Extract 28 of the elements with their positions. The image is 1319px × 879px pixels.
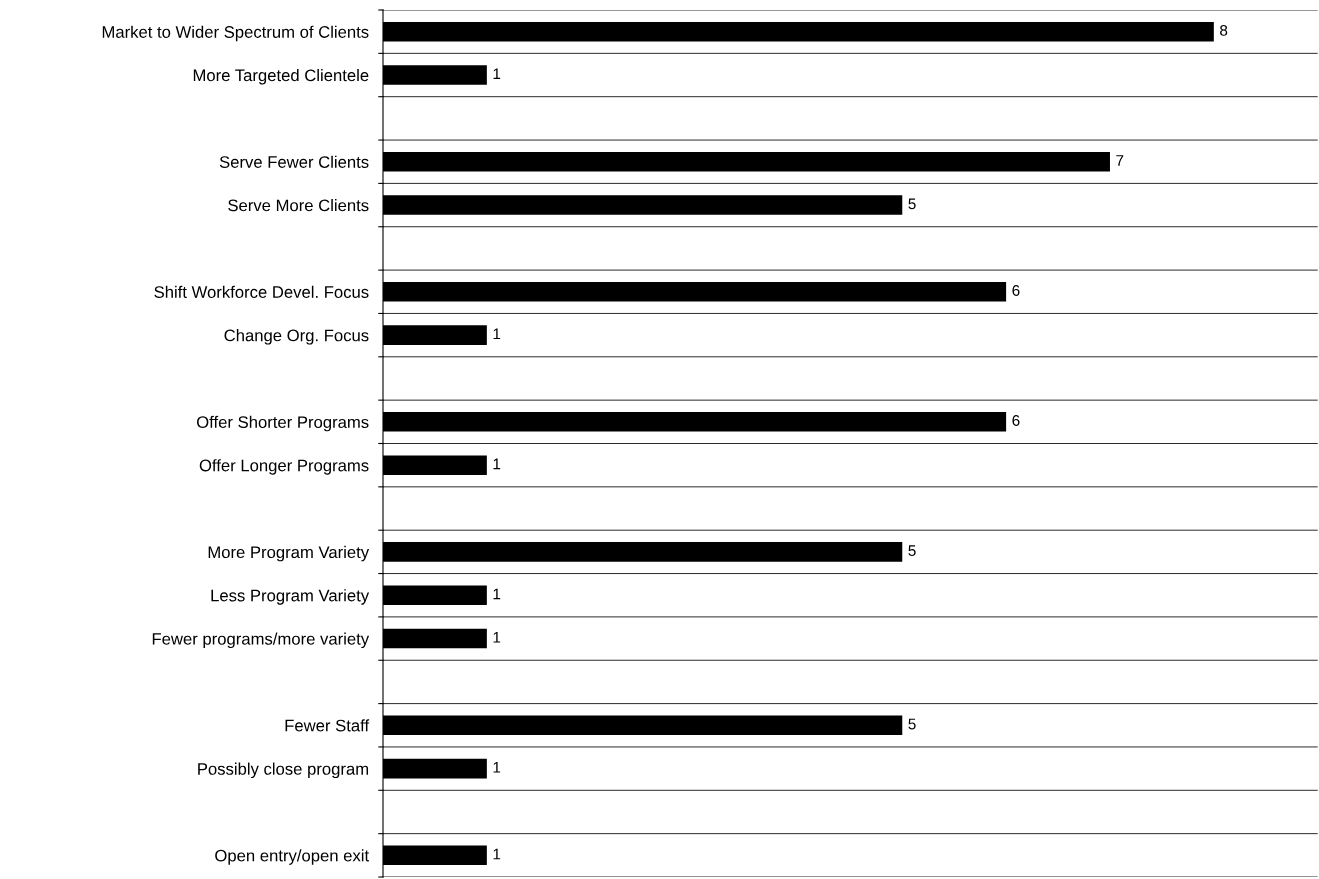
y-tick-label: Serve More Clients [228,199,369,212]
data-label: 1 [493,762,501,773]
y-tick-label: Shift Workforce Devel. Focus [154,285,369,298]
y-tick-label: Market to Wider Spectrum of Clients [102,25,369,42]
data-label: 5 [908,198,916,210]
data-label: 7 [1116,155,1124,166]
data-label: 1 [493,848,501,860]
data-label: 1 [493,328,501,340]
y-tick-label: Offer Longer Programs [199,459,369,475]
y-tick-label: Fewer programs/more variety [152,632,370,649]
data-label: 1 [493,458,501,470]
y-tick-label: Less Program Variety [211,589,370,605]
data-label: 5 [908,718,916,730]
y-tick-label: Change Org. Focus [224,329,369,345]
y-tick-label: Fewer Staff [285,719,370,732]
data-label: 1 [493,68,501,79]
data-label: 5 [908,545,916,556]
y-tick-label: Serve Fewer Clients [219,155,369,168]
y-tick-label: More Program Variety [208,545,370,562]
y-tick-label: Possibly close program [198,762,369,779]
y-tick-label: Offer Shorter Programs [197,415,369,432]
data-label: 8 [1220,24,1228,36]
data-label: 6 [1012,415,1020,426]
y-tick-label: Open entry/open exit [215,849,369,865]
data-label: 1 [493,588,501,600]
y-tick-label: More Targeted Clientele [193,68,369,85]
data-label: 1 [493,632,501,643]
data-label: 6 [1012,285,1020,296]
